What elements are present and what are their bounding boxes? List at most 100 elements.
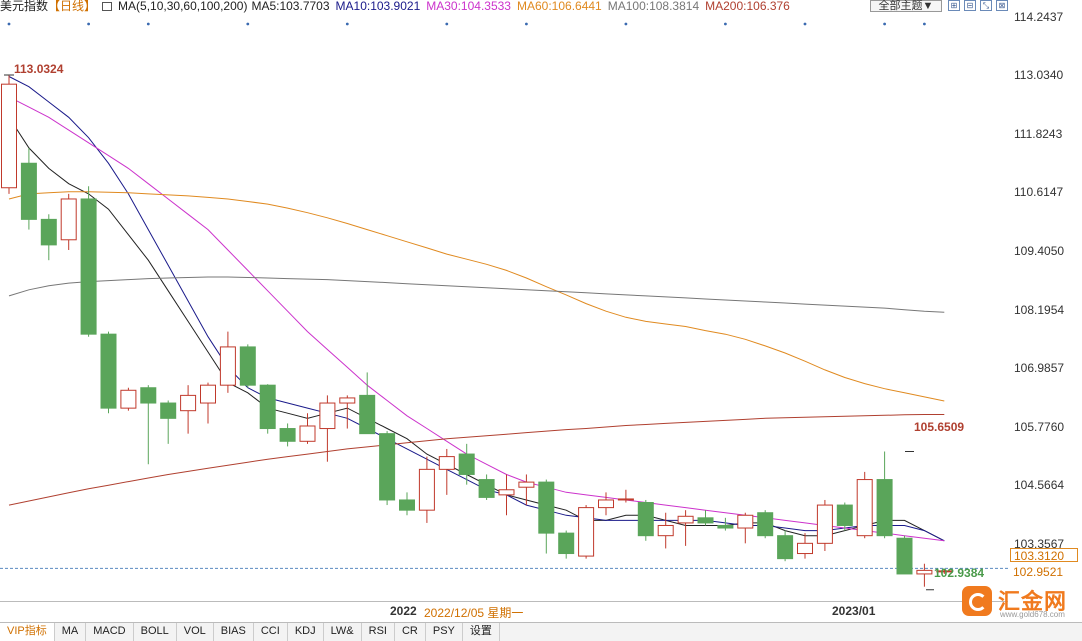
candle-down <box>379 433 396 501</box>
high-annotation: 113.0324 <box>14 62 64 76</box>
cursor-date-label: 2022/12/05 星期一 <box>424 604 524 621</box>
candle-up <box>219 346 236 386</box>
candle-up <box>936 570 953 573</box>
price-axis: 114.2437 113.0340 111.8243 110.6147 109.… <box>1008 0 1082 600</box>
tab-lw[interactable]: LW& <box>324 623 362 641</box>
tab-cci[interactable]: CCI <box>254 623 288 641</box>
ma100-value: MA100:108.3814 <box>607 0 700 13</box>
candle-up <box>200 384 216 404</box>
tab-psy[interactable]: PSY <box>426 623 463 641</box>
candle-up <box>180 394 197 412</box>
candle-down <box>239 346 256 386</box>
price-tick: 106.9857 <box>1014 361 1065 375</box>
candle-down <box>478 479 495 498</box>
period-label[interactable]: 【日线】 <box>48 0 97 13</box>
logo-icon <box>962 586 992 616</box>
candle-up <box>598 499 614 509</box>
ma30-line <box>8 96 945 542</box>
indicator-icon <box>102 2 113 11</box>
candle-up <box>120 389 137 409</box>
ma30-value: MA30:104.3533 <box>426 0 511 13</box>
candle-down <box>717 524 734 529</box>
tab-bias[interactable]: BIAS <box>214 623 254 641</box>
tab-boll[interactable]: BOLL <box>134 623 177 641</box>
price-tick: 110.6147 <box>1014 185 1064 199</box>
ma5-line <box>8 117 945 542</box>
tab-settings[interactable]: 设置 <box>463 623 500 641</box>
price-tick: 103.3567 <box>1014 537 1065 551</box>
logo-url: www.gold678.com <box>1000 610 1065 619</box>
price-tick: 109.4050 <box>1014 244 1065 258</box>
candle-up <box>916 569 933 575</box>
tab-rsi[interactable]: RSI <box>362 623 395 641</box>
price-tick: 114.2437 <box>1014 10 1064 24</box>
candle-up <box>737 514 754 529</box>
fullscreen-icon[interactable]: ⤡ <box>980 0 992 11</box>
tab-kdj[interactable]: KDJ <box>288 623 324 641</box>
price-tick: 104.5664 <box>1014 478 1065 492</box>
ma10-value: MA10:103.9021 <box>335 0 421 13</box>
candle-up <box>797 542 813 555</box>
candle-up <box>299 425 316 442</box>
event-marker-dot <box>803 22 807 26</box>
candle-up <box>657 524 674 537</box>
candle-down <box>160 402 177 419</box>
candle-up <box>677 515 694 524</box>
event-marker-dot <box>624 22 628 26</box>
candle-up <box>319 402 336 430</box>
event-marker-dot <box>724 22 727 26</box>
price-tick: 111.8243 <box>1014 127 1063 141</box>
chart-header: 美元指数【日线】 MA(5,10,30,60,100,200) MA5:103.77… <box>0 0 1010 13</box>
candle-up <box>339 397 356 404</box>
candle-down <box>876 479 893 537</box>
gold678-logo: 汇金网 www.gold678.com <box>962 582 1080 620</box>
candle-down <box>20 162 37 220</box>
candle-down <box>100 333 117 409</box>
candle-down <box>777 535 794 560</box>
event-marker-dot <box>87 22 90 26</box>
event-marker-dot <box>246 22 250 26</box>
candle-down <box>538 481 555 534</box>
recent-high-annotation: 105.6509 <box>914 420 965 434</box>
price-tick: 108.1954 <box>1014 303 1065 317</box>
event-marker-dot <box>7 22 11 26</box>
event-marker-dot <box>525 22 528 26</box>
theme-select-button[interactable]: 全部主题▼ <box>870 0 942 12</box>
candle-down <box>279 428 296 442</box>
instrument-title: 美元指数 <box>0 0 49 13</box>
event-marker-dot <box>445 22 449 26</box>
tab-ma[interactable]: MA <box>55 623 87 641</box>
candle-down <box>458 453 475 475</box>
candle-up <box>1 83 17 189</box>
tab-cr[interactable]: CR <box>395 623 426 641</box>
ma5-value: MA5:103.7703 <box>251 0 330 13</box>
ma10-line <box>8 76 945 542</box>
candle-up <box>856 479 873 537</box>
event-marker-dot <box>883 22 886 26</box>
candle-up <box>498 489 515 496</box>
ma200-line <box>8 414 945 506</box>
logo-name: 汇金网 <box>998 589 1068 614</box>
candle-down <box>399 499 415 511</box>
date-label: 2022 <box>390 604 417 618</box>
ma100-line <box>8 276 945 313</box>
event-marker-dot <box>923 22 926 26</box>
close-icon[interactable]: ⊠ <box>996 0 1008 11</box>
candle-down <box>558 532 575 555</box>
date-axis: 2022 2023/01 <box>0 602 1000 620</box>
tab-macd[interactable]: MACD <box>86 623 134 641</box>
candle-down <box>80 198 97 335</box>
candle-down <box>836 504 853 526</box>
tab-vip-indicator[interactable]: VIP指标 <box>0 623 55 641</box>
candle-up <box>816 504 833 544</box>
tab-vol[interactable]: VOL <box>177 623 214 641</box>
current-price-badge: 103.3120 <box>1010 548 1078 563</box>
ma60-value: MA60:106.6441 <box>516 0 602 13</box>
zoom-in-icon[interactable]: ⊞ <box>948 0 960 11</box>
candle-down <box>896 537 913 575</box>
candle-down <box>637 502 654 537</box>
candle-down <box>40 218 57 246</box>
candle-down <box>757 512 774 537</box>
zoom-out-icon[interactable]: ⊟ <box>964 0 976 11</box>
candlestick-chart[interactable] <box>0 0 1008 602</box>
